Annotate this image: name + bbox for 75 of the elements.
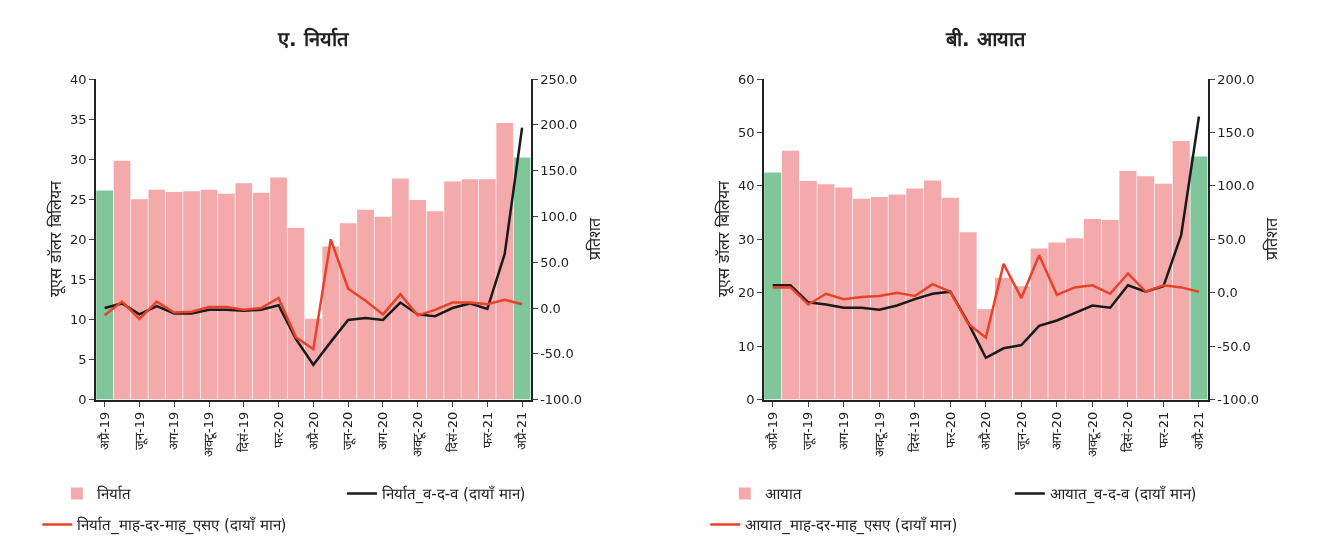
x-tick-label: अक्टू-20 [1084, 411, 1101, 458]
x-tick-label: दिसं-19 [236, 411, 252, 453]
y2-tick-label: 0.0 [1217, 285, 1238, 301]
chart-title: ए. निर्यात [277, 27, 350, 51]
y-tick-label: 15 [70, 271, 87, 287]
x-tick-label: दिसं-20 [444, 411, 460, 453]
y-tick-label: 5 [78, 352, 87, 368]
x-tick-label: अग-20 [1049, 411, 1065, 451]
bar [764, 172, 782, 400]
y-tick-label: 0 [746, 392, 755, 408]
bar [513, 157, 531, 400]
y-tick-label: 25 [70, 191, 87, 207]
y2-tick-label: -100.0 [1217, 392, 1260, 408]
x-tick-label: अक्टू-19 [201, 411, 218, 458]
y-tick-label: 30 [70, 151, 87, 167]
x-tick-label: अप्रै-21 [514, 411, 530, 451]
x-tick-label: अग-20 [375, 411, 391, 451]
x-tick-label: अप्रै-20 [978, 411, 994, 451]
x-tick-label: जून-19 [800, 411, 817, 451]
y2-tick-label: 0.0 [540, 300, 561, 316]
y2-tick-label: 200.0 [540, 117, 578, 133]
y-tick-label: 20 [737, 285, 755, 301]
x-tick-label: फर-20 [942, 411, 958, 449]
legend-label: निर्यात_माह-दर-माह_एसए (दायाँ मान) [77, 516, 287, 536]
y-tick-label: 60 [737, 71, 755, 87]
x-tick-label: अप्रै-19 [96, 411, 112, 451]
y-tick-label: 40 [737, 178, 755, 194]
y-axis-title: यूएस डॉलर बिलियन [714, 180, 735, 298]
y2-tick-label: 100.0 [540, 208, 578, 224]
legend-label: आयात_व-द-व (दायाँ मान) [1049, 485, 1197, 505]
y2-tick-label: 50.0 [540, 254, 570, 270]
x-tick-label: अक्टू-20 [409, 411, 426, 458]
y2-tick-label: -100.0 [540, 392, 583, 408]
y-tick-label: 10 [737, 338, 755, 354]
bar [96, 190, 113, 400]
legend-label: निर्यात [96, 485, 131, 504]
x-tick-label: जून-20 [340, 411, 357, 451]
y2-tick-label: 150.0 [1217, 125, 1255, 141]
bar [1190, 156, 1208, 400]
x-tick-label: अप्रै-21 [1191, 411, 1207, 451]
y-tick-label: 10 [70, 312, 87, 327]
x-tick-label: फर-21 [1155, 411, 1171, 449]
x-tick-label: दिसं-20 [1120, 411, 1136, 453]
y2-tick-label: 50.0 [1217, 231, 1247, 247]
y-tick-label: 50 [737, 125, 755, 141]
y2-axis-title: प्रतिशत [1262, 217, 1282, 261]
legend-label: आयात_माह-दर-माह_एसए (दायाँ मान) [745, 516, 958, 536]
y2-tick-label: 150.0 [540, 163, 578, 179]
legend-label: आयात [764, 485, 802, 504]
y-tick-label: 0 [78, 392, 87, 408]
legend-label: निर्यात_व-द-व (दायाँ मान) [381, 485, 526, 505]
x-tick-label: अग-19 [836, 411, 851, 451]
x-tick-label: फर-20 [270, 411, 286, 449]
x-tick-label: अक्टू-19 [871, 411, 888, 458]
line-series [771, 254, 1201, 339]
y2-tick-label: 100.0 [1217, 178, 1255, 194]
y2-tick-label: -50.0 [1217, 338, 1251, 354]
x-tick-label: अग-19 [166, 411, 182, 451]
x-tick-label: जून-20 [1013, 411, 1030, 451]
y-tick-label: 20 [70, 231, 87, 247]
y-tick-label: 35 [70, 111, 87, 127]
x-tick-label: दिसं-19 [907, 411, 923, 453]
y-axis-title: यूएस डॉलर बिलियन [46, 180, 67, 298]
y-tick-label: 40 [70, 71, 87, 87]
x-tick-label: फर-21 [479, 411, 495, 449]
x-tick-label: अप्रै-19 [764, 411, 780, 451]
y-tick-label: 30 [737, 231, 755, 247]
x-tick-label: जून-19 [131, 411, 148, 451]
y2-tick-label: 250.0 [540, 71, 578, 87]
x-tick-label: अप्रै-20 [305, 411, 321, 451]
line-series [103, 238, 524, 351]
chart-title: बी. आयात [945, 27, 1027, 51]
y2-axis-title: प्रतिशत [585, 217, 605, 261]
y2-tick-label: -50.0 [540, 346, 574, 362]
y2-tick-label: 200.0 [1217, 71, 1255, 87]
